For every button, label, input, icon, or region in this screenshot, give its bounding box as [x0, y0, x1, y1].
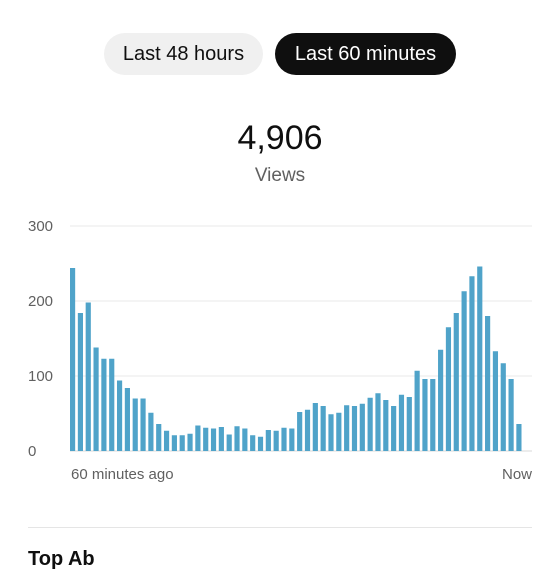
- views-bar[interactable]: [344, 405, 350, 451]
- y-tick-label: 100: [28, 368, 53, 385]
- views-bar[interactable]: [461, 291, 467, 451]
- views-bar[interactable]: [406, 397, 412, 451]
- views-bar[interactable]: [140, 398, 146, 452]
- views-bar[interactable]: [163, 430, 170, 451]
- views-bar[interactable]: [453, 313, 459, 451]
- views-bar[interactable]: [328, 414, 334, 451]
- views-bar[interactable]: [210, 428, 217, 452]
- views-bar[interactable]: [195, 425, 201, 452]
- views-bar[interactable]: [101, 358, 107, 451]
- views-bar[interactable]: [289, 428, 295, 452]
- views-bar[interactable]: [430, 379, 436, 451]
- views-bar[interactable]: [77, 313, 83, 451]
- views-bar[interactable]: [257, 436, 264, 451]
- views-bar[interactable]: [414, 370, 420, 451]
- views-bar[interactable]: [124, 388, 130, 451]
- views-bar[interactable]: [265, 430, 271, 451]
- views-bar[interactable]: [297, 412, 303, 451]
- y-tick-label: 0: [28, 443, 36, 460]
- views-bar[interactable]: [398, 394, 405, 451]
- views-bar[interactable]: [383, 400, 389, 451]
- views-bar[interactable]: [93, 347, 99, 452]
- x-end-label: Now: [502, 466, 532, 483]
- views-bar[interactable]: [203, 427, 209, 451]
- time-range-tabs: Last 48 hours Last 60 minutes: [104, 33, 456, 75]
- x-start-label: 60 minutes ago: [71, 466, 174, 483]
- y-tick-label: 300: [28, 218, 53, 235]
- views-bar[interactable]: [109, 358, 115, 451]
- views-bar[interactable]: [70, 268, 76, 451]
- views-bar[interactable]: [179, 435, 185, 451]
- views-bar[interactable]: [359, 403, 365, 451]
- views-bar[interactable]: [85, 302, 91, 452]
- views-bar[interactable]: [351, 406, 358, 451]
- views-bar[interactable]: [226, 434, 232, 452]
- views-bar[interactable]: [242, 428, 248, 452]
- views-bar[interactable]: [320, 406, 326, 451]
- divider: [28, 527, 532, 528]
- views-bar[interactable]: [281, 427, 287, 451]
- views-bar[interactable]: [391, 406, 397, 451]
- views-bar[interactable]: [234, 426, 240, 451]
- tab-last-60-minutes[interactable]: Last 60 minutes: [275, 33, 456, 75]
- views-bar[interactable]: [516, 424, 522, 451]
- views-label: Views: [254, 165, 306, 186]
- views-bar[interactable]: [492, 351, 499, 451]
- views-bar[interactable]: [422, 379, 428, 451]
- views-bar[interactable]: [445, 327, 452, 451]
- views-bar[interactable]: [156, 424, 162, 451]
- views-bar[interactable]: [500, 363, 506, 451]
- views-bar[interactable]: [116, 380, 123, 452]
- views-metric: 4,906 Views: [0, 118, 560, 188]
- views-bar-chart: 0 100 200 300 60 minutes ago Now: [28, 218, 532, 483]
- views-bar[interactable]: [132, 398, 138, 452]
- views-bar[interactable]: [304, 409, 311, 451]
- views-bar[interactable]: [148, 412, 154, 451]
- y-tick-label: 200: [28, 293, 53, 310]
- views-bar[interactable]: [367, 397, 373, 451]
- views-bar[interactable]: [218, 427, 224, 451]
- views-bar[interactable]: [508, 379, 514, 451]
- views-bar[interactable]: [171, 435, 177, 451]
- views-count: 4,906: [237, 119, 323, 157]
- views-bar[interactable]: [250, 435, 256, 451]
- views-bar[interactable]: [477, 266, 483, 452]
- views-bar[interactable]: [312, 403, 318, 451]
- views-bar[interactable]: [187, 433, 193, 451]
- tab-last-48-hours[interactable]: Last 48 hours: [104, 33, 263, 75]
- views-bar[interactable]: [469, 276, 475, 451]
- views-bar[interactable]: [375, 393, 381, 451]
- views-bar[interactable]: [336, 412, 342, 451]
- views-bar[interactable]: [438, 349, 444, 451]
- views-bar[interactable]: [485, 316, 491, 451]
- views-bar[interactable]: [273, 430, 279, 451]
